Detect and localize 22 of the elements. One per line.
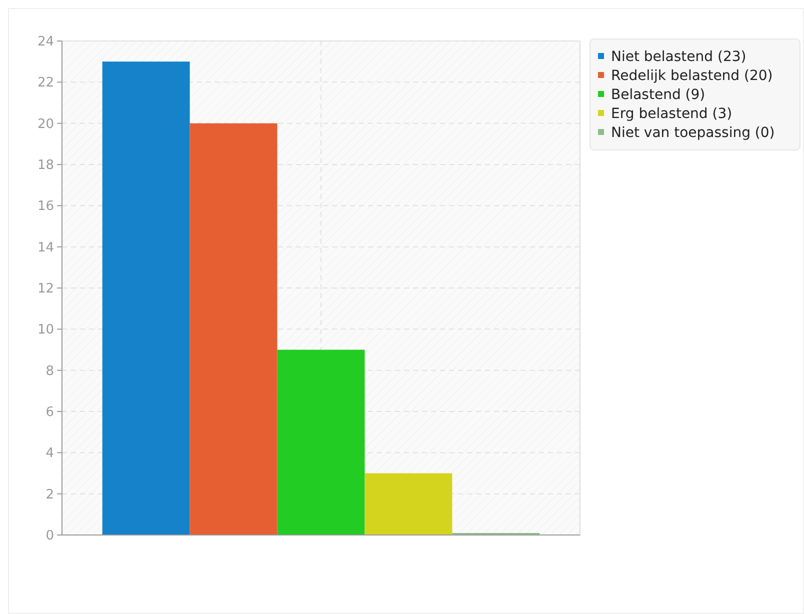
y-tick-label: 16 (37, 199, 54, 214)
legend-label: Niet belastend (23) (611, 48, 746, 65)
y-tick-label: 2 (46, 487, 54, 502)
legend-label: Erg belastend (3) (611, 106, 732, 122)
y-tick-label: 12 (37, 282, 54, 297)
bar (277, 350, 365, 535)
bar (364, 473, 452, 535)
bar (190, 123, 278, 535)
legend-label: Niet van toepassing (0) (611, 124, 775, 141)
bar (102, 62, 190, 535)
y-tick-label: 20 (37, 116, 54, 132)
y-tick-label: 8 (46, 364, 54, 379)
y-tick-label: 18 (37, 158, 54, 174)
y-tick-label: 4 (46, 446, 54, 462)
y-tick-label: 10 (37, 322, 54, 338)
legend-label: Redelijk belastend (20) (611, 68, 773, 84)
y-tick-label: 14 (37, 240, 54, 256)
y-tick-label: 0 (46, 528, 54, 544)
y-tick-label: 22 (37, 76, 54, 91)
legend-label: Belastend (9) (611, 86, 706, 103)
y-tick-label: 6 (46, 405, 54, 420)
y-tick-label: 24 (37, 34, 54, 50)
